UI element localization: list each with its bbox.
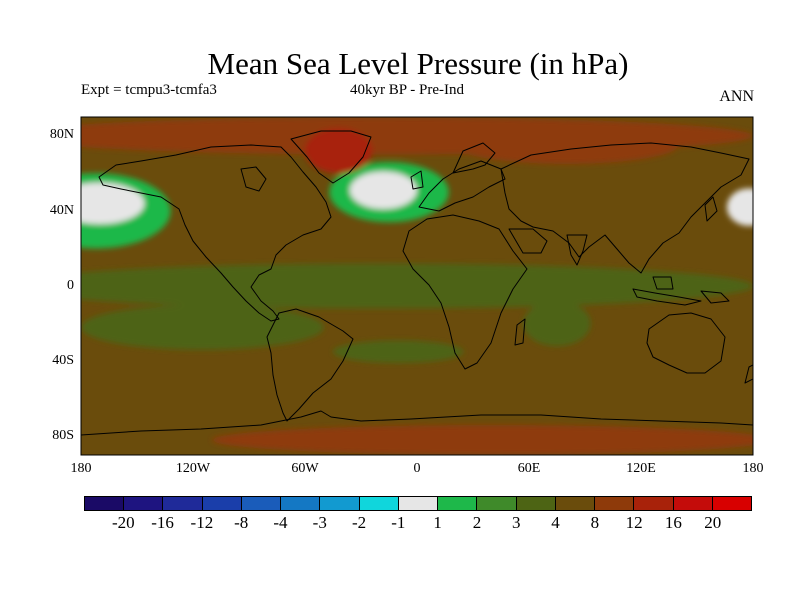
region-nw-pacific-low (726, 188, 753, 226)
colorbar-swatch-11 (516, 497, 556, 510)
colorbar-swatch-1 (124, 497, 164, 510)
colorbar-swatch-6 (320, 497, 360, 510)
colorbar-swatch-7 (359, 497, 399, 510)
colorbar-swatch-3 (202, 497, 242, 510)
colorbar-swatch-5 (281, 497, 321, 510)
colorbar-label: -1 (391, 513, 406, 532)
x-tick-label-60e: 60E (517, 461, 541, 476)
region-n-pacific-low (81, 182, 145, 225)
colorbar-label: -2 (351, 513, 367, 532)
colorbar-swatch-16 (712, 497, 751, 510)
colorbar-label: -4 (273, 513, 288, 532)
colorbar-label: 2 (472, 513, 482, 532)
colorbar-label: 20 (704, 513, 722, 532)
y-tick-label-40n: 40N (49, 203, 74, 218)
colorbar-label: -3 (312, 513, 327, 532)
colorbar-label: -12 (190, 513, 214, 532)
colorbar-swatch-9 (438, 497, 478, 510)
colorbar-label: -16 (151, 513, 174, 532)
colorbar-label: 16 (664, 513, 682, 532)
colorbar-label: 3 (511, 513, 521, 532)
y-tick-label-80s: 80S (52, 428, 74, 443)
x-tick-label-180w: 180 (70, 461, 92, 476)
region-indian-ocean-band (523, 301, 591, 347)
y-tick-label-80n: 80N (49, 127, 74, 142)
pressure-regions (81, 117, 753, 455)
map-frame (80, 116, 754, 456)
region-antarctic-high (211, 424, 753, 455)
region-n-atlantic-low (349, 171, 417, 210)
x-tick-label-60w: 60W (291, 461, 319, 476)
colorbar-swatch-14 (634, 497, 674, 510)
colorbar-swatch-15 (673, 497, 713, 510)
colorbar-swatch-2 (163, 497, 203, 510)
colorbar-label: 12 (625, 513, 643, 532)
colorbar-swatch-4 (241, 497, 282, 510)
colorbar-label: -8 (234, 513, 249, 532)
colorbar-swatch-10 (477, 497, 517, 510)
coastlines (81, 130, 753, 436)
region-greenland-high (305, 128, 373, 174)
colorbar-swatch-13 (595, 497, 635, 510)
colorbar-swatch-8 (398, 497, 439, 510)
region-siberia-high (454, 126, 679, 164)
colorbar-label: 1 (433, 513, 442, 532)
x-tick-label-0: 0 (413, 461, 421, 476)
colorbar-label: 8 (590, 513, 600, 532)
colorbar-swatch-12 (555, 497, 596, 510)
x-tick-label-120w: 120W (175, 461, 211, 476)
colorbar-label: -20 (111, 513, 135, 532)
region-s-atlantic-band (333, 340, 464, 363)
season-label: ANN (719, 88, 754, 105)
colorbar-swatch-0 (85, 497, 125, 510)
region-tropics-band (81, 263, 753, 309)
experiment-label: Expt = tcmpu3-tcmfa3 (81, 82, 217, 98)
x-tick-label-120e: 120E (626, 461, 656, 476)
y-tick-label-0: 0 (67, 278, 74, 293)
pressure-map (80, 116, 754, 456)
colorbar (84, 496, 752, 511)
y-tick-label-40s: 40S (52, 353, 74, 368)
period-label: 40kyr BP - Pre-Ind (350, 82, 465, 98)
colorbar-label: 4 (551, 513, 560, 532)
x-tick-label-180e: 180 (742, 461, 764, 476)
chart-title: Mean Sea Level Pressure (in hPa) (207, 46, 629, 81)
